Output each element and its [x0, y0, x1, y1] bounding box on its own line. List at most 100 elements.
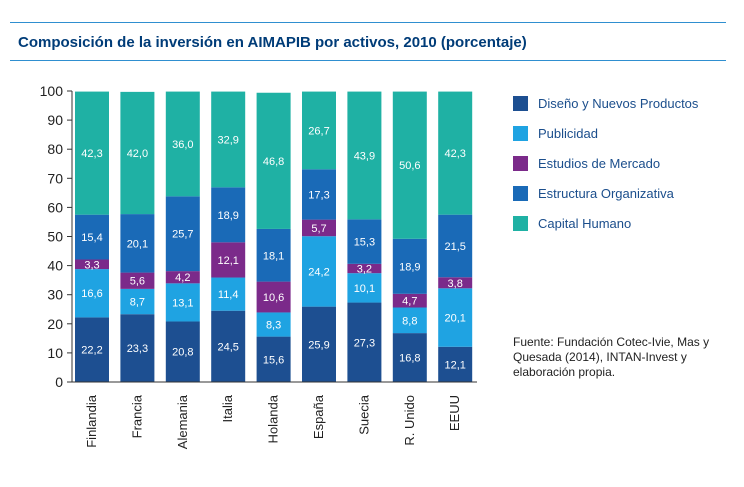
data-label: 20,1	[127, 238, 148, 250]
y-tick-label: 60	[47, 199, 63, 215]
data-label: 16,6	[81, 288, 102, 300]
data-label: 20,1	[444, 313, 465, 325]
legend-label: Estructura Organizativa	[538, 185, 674, 201]
legend-swatch	[513, 155, 528, 171]
legend-swatch	[513, 215, 528, 231]
bar-segment	[438, 346, 473, 382]
title-rule	[10, 60, 726, 61]
data-label: 8,8	[402, 315, 417, 327]
bar-segment	[165, 91, 200, 197]
data-label: 27,3	[354, 337, 375, 349]
data-label: 22,2	[81, 345, 102, 357]
bar-segment	[165, 283, 200, 322]
bar-segment	[302, 306, 336, 382]
x-tick-label: R. Unido	[402, 395, 417, 446]
data-label: 24,5	[217, 341, 238, 353]
bar-segment	[347, 263, 382, 274]
bar-segment	[438, 277, 473, 289]
bar-segment	[256, 281, 291, 313]
x-tick-label: Suecia	[356, 394, 371, 435]
legend-item: Diseño y Nuevos Productos	[513, 88, 698, 118]
data-label: 26,7	[308, 125, 329, 137]
data-label: 21,5	[444, 241, 465, 253]
bar-segment	[302, 169, 336, 220]
legend-label: Estudios de Mercado	[538, 155, 661, 171]
bar-segment	[392, 307, 427, 334]
data-label: 3,3	[84, 259, 99, 271]
bar-segment	[120, 272, 155, 289]
x-tick-label: Holanda	[266, 394, 281, 443]
y-tick-label: 50	[47, 229, 63, 245]
data-label: 42,3	[444, 148, 465, 160]
y-tick-label: 100	[40, 83, 64, 99]
data-label: 42,3	[81, 148, 102, 160]
data-label: 10,1	[354, 283, 375, 295]
bar-segment	[211, 242, 246, 278]
source-note: Fuente: Fundación Cotec-Ivie, Mas y Ques…	[513, 335, 710, 379]
bar-segment	[438, 91, 473, 215]
bar-segment	[438, 214, 473, 278]
bar-segment	[211, 91, 246, 188]
bar-segment	[302, 236, 336, 307]
bar-segment	[165, 271, 200, 284]
bar-segment	[75, 317, 109, 382]
data-label: 25,9	[308, 339, 329, 351]
x-tick-label: Francia	[129, 394, 144, 438]
legend-item: Publicidad	[513, 118, 698, 148]
data-label: 12,1	[217, 255, 238, 267]
chart-title: Composición de la inversión en AIMAPIB p…	[18, 34, 527, 51]
bar-segment	[211, 310, 246, 382]
data-label: 15,4	[81, 232, 102, 244]
legend-swatch	[513, 185, 528, 201]
bar-segment	[165, 196, 200, 272]
data-label: 16,8	[399, 353, 420, 365]
data-label: 18,1	[263, 250, 284, 262]
legend-item: Capital Humano	[513, 208, 698, 238]
x-tick-label: EEUU	[447, 395, 462, 431]
data-label: 15,6	[263, 354, 284, 366]
data-label: 8,7	[130, 297, 145, 309]
y-tick-label: 40	[47, 258, 63, 274]
data-label: 17,3	[308, 189, 329, 201]
bar-segment	[211, 187, 246, 243]
data-label: 24,2	[308, 266, 329, 278]
data-label: 32,9	[217, 134, 238, 146]
data-label: 12,1	[444, 359, 465, 371]
bar-segment	[120, 288, 155, 315]
bar-segment	[347, 91, 382, 220]
data-label: 43,9	[354, 150, 375, 162]
data-label: 4,7	[402, 296, 417, 308]
bar-segment	[256, 312, 291, 337]
data-label: 36,0	[172, 139, 193, 151]
bar-segment	[120, 91, 155, 215]
x-tick-label: España	[311, 394, 326, 439]
data-label: 18,9	[217, 210, 238, 222]
bar-segment	[302, 219, 336, 237]
data-label: 42,0	[127, 148, 148, 160]
data-label: 23,3	[127, 343, 148, 355]
bar-segment	[347, 273, 382, 303]
legend-item: Estudios de Mercado	[513, 148, 698, 178]
data-label: 46,8	[263, 156, 284, 168]
data-label: 5,6	[130, 276, 145, 288]
bar-segment	[75, 269, 109, 318]
bar-segment	[438, 288, 473, 347]
y-tick-label: 90	[47, 112, 63, 128]
bar-segment	[256, 336, 291, 382]
bar-segment	[392, 238, 427, 294]
legend-swatch	[513, 125, 528, 141]
bar-segment	[347, 302, 382, 382]
legend-label: Publicidad	[538, 125, 598, 141]
bar-segment	[347, 219, 382, 264]
data-label: 3,8	[448, 278, 463, 290]
bar-segment	[392, 293, 427, 308]
y-tick-label: 20	[47, 316, 63, 332]
bar-segment	[302, 91, 336, 170]
bar-segment	[75, 214, 109, 260]
data-label: 18,9	[399, 261, 420, 273]
bar-segment	[120, 314, 155, 382]
y-tick-label: 10	[47, 345, 63, 361]
bar-segment	[392, 333, 427, 382]
data-label: 4,2	[175, 272, 190, 284]
